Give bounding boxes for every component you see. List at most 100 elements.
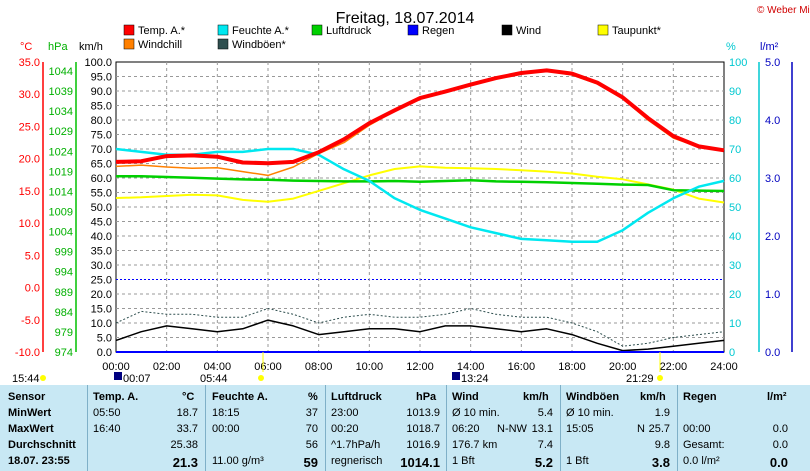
hpa-tick: 1009 (49, 207, 73, 219)
time-tick: 02:00 (153, 361, 181, 373)
kmh-tick: 60.0 (91, 173, 112, 185)
kmh-tick: 10.0 (91, 318, 112, 330)
series-line-temp-a (115, 68, 725, 166)
percent-tick: 30 (729, 260, 741, 272)
table-cell-b-val: 3.8 (651, 455, 670, 470)
header-sensor: Sensor (8, 391, 46, 403)
kmh-tick: 85.0 (91, 101, 112, 113)
percent-tick: 20 (729, 289, 741, 301)
table-cell-w-time: 06:20 (452, 423, 480, 435)
table-cell-f-val: 70 (305, 423, 318, 435)
celsius-tick: 30.0 (19, 89, 40, 101)
legend-label: Wind (516, 25, 541, 37)
kmh-tick: 30.0 (91, 260, 112, 272)
legend-swatch (217, 38, 229, 50)
rain-tick: 2.0 (765, 231, 780, 243)
hpa-tick: 1034 (49, 106, 73, 118)
hpa-tick: 999 (55, 247, 73, 259)
table-cell-d-time: 00:20 (331, 423, 359, 435)
time-tick: 08:00 (305, 361, 333, 373)
time-tick: 16:00 (508, 361, 536, 373)
header-temp-unit: °C (182, 391, 195, 403)
sunset-time: 21:29 (626, 373, 654, 385)
kmh-tick: 45.0 (91, 217, 112, 229)
table-cell-f-val: 56 (305, 439, 318, 451)
header-regen: Regen (683, 391, 717, 403)
table-cell-b-time: 1 Bft (566, 455, 589, 467)
table-cell-d-time: ^1.7hPa/h (331, 439, 381, 451)
header-temp: Temp. A. (93, 391, 139, 403)
kmh-tick: 90.0 (91, 86, 112, 98)
table-cell-f-time: 18:15 (212, 407, 240, 419)
kmh-tick: 65.0 (91, 159, 112, 171)
kmh-tick: 35.0 (91, 246, 112, 258)
sunrise-time: 05:44 (200, 373, 228, 385)
table-cell-d-val: 1014.1 (400, 455, 440, 470)
percent-tick: 10 (729, 318, 741, 330)
series-line-taupunkt (115, 165, 725, 204)
series-line-luftdruck (116, 174, 725, 193)
table-cell-t-val: 21.3 (172, 455, 198, 470)
header-boen-unit: km/h (640, 391, 666, 403)
rain-tick: 4.0 (765, 115, 780, 127)
table-cell-d-val: 1018.7 (406, 423, 440, 435)
celsius-tick: 20.0 (19, 154, 40, 166)
hpa-tick: 979 (55, 327, 73, 339)
table-cell-label: Durchschnitt (8, 439, 76, 451)
hpa-tick: 994 (55, 267, 73, 279)
kmh-tick: 100.0 (84, 57, 112, 69)
rain-tick: 3.0 (765, 173, 780, 185)
hpa-tick: 1024 (49, 146, 73, 158)
kmh-tick: 0.0 (97, 347, 112, 359)
header-wind-unit: km/h (523, 391, 549, 403)
grid (116, 62, 724, 352)
legend-swatch (311, 24, 323, 36)
table-cell-t-val: 18.7 (176, 407, 198, 419)
table-cell-d-time: 23:00 (331, 407, 359, 419)
legend-swatch (501, 24, 513, 36)
table-cell-b-time: Ø 10 min. (566, 407, 614, 419)
legend-swatch (217, 24, 229, 36)
percent-tick: 0 (729, 347, 735, 359)
sun-icon (258, 375, 264, 381)
legend-label: Windböen* (232, 39, 287, 51)
rain-tick: 5.0 (765, 57, 780, 69)
table-cell-f-val: 37 (305, 407, 318, 419)
kmh-tick: 40.0 (91, 231, 112, 243)
legend: Temp. A.* Feuchte A.* Luftdruck Regen Wind Ta… (123, 24, 662, 51)
time-tick: 18:00 (558, 361, 586, 373)
table-cell-w-mid: N-NW (497, 423, 527, 435)
moon-icon (40, 375, 46, 381)
table-cell-t-val: 25.38 (170, 439, 198, 451)
kmh-unit: km/h (79, 41, 103, 53)
percent-tick: 60 (729, 173, 741, 185)
hpa-tick: 989 (55, 287, 73, 299)
percent-tick: 100 (729, 57, 747, 69)
table-cell-w-val: 5.4 (537, 407, 553, 419)
chart-title: Freitag, 18.07.2014 (336, 10, 475, 27)
series-line-windb-en (115, 308, 725, 347)
table-cell-t-val: 33.7 (176, 423, 198, 435)
legend-label: Temp. A.* (138, 25, 186, 37)
header-wind: Wind (452, 391, 479, 403)
table-cell-w-time: 176.7 km (452, 439, 498, 451)
celsius-tick: -5.0 (21, 315, 40, 327)
table-cell-label: MinWert (8, 407, 52, 419)
table-cell-b-val: 25.7 (648, 423, 670, 435)
legend-label: Regen (422, 25, 454, 37)
table-cell-r-val: 0.0 (769, 455, 788, 470)
celsius-tick: 10.0 (19, 218, 40, 230)
credit-label: © Weber Mike (757, 5, 810, 16)
legend-label: Windchill (138, 39, 182, 51)
table-cell-r-time: Gesamt: (683, 439, 725, 451)
table-cell-label: MaxWert (8, 423, 54, 435)
kmh-tick: 95.0 (91, 72, 112, 84)
hpa-tick: 1014 (49, 186, 73, 198)
series-line-feuchte-a (115, 147, 725, 244)
legend-swatch (407, 24, 419, 36)
hpa-tick: 974 (55, 347, 73, 359)
header-boen: Windböen (566, 391, 620, 403)
kmh-tick: 55.0 (91, 188, 112, 200)
legend-label: Luftdruck (326, 25, 372, 37)
kmh-tick: 50.0 (91, 202, 112, 214)
